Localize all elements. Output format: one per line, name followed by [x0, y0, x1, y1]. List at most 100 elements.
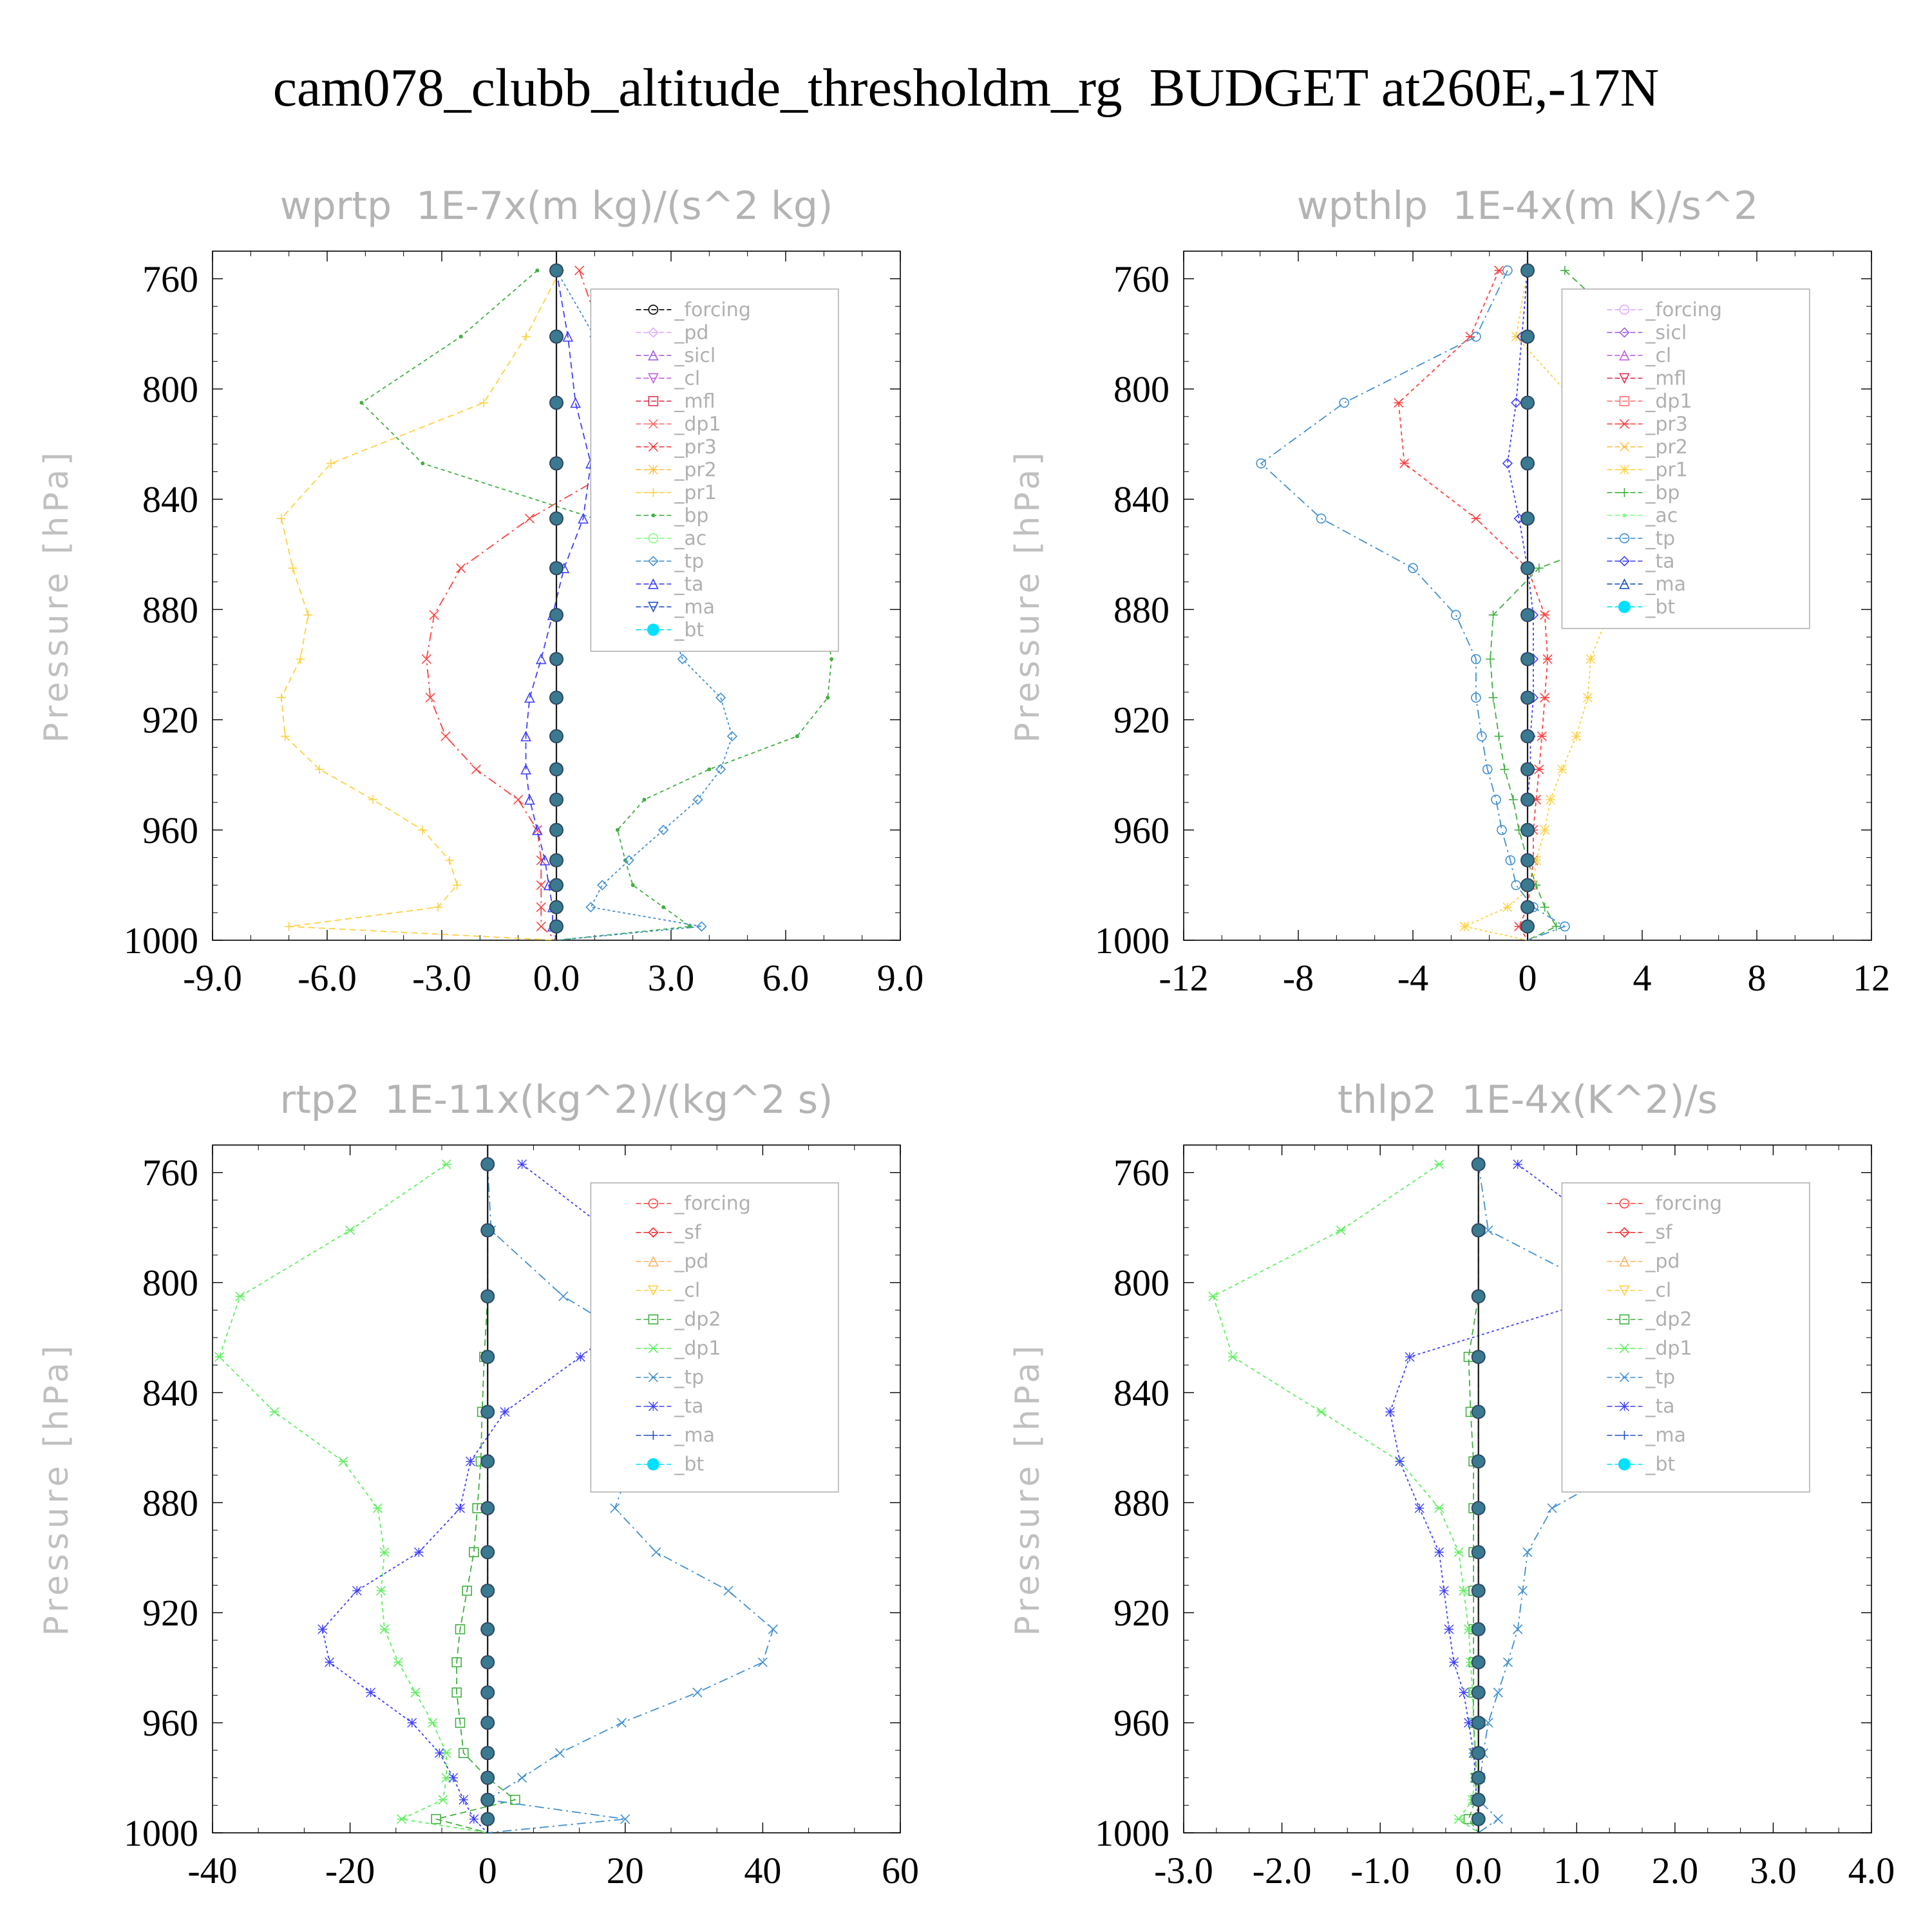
legend-label: _mfl — [1645, 367, 1686, 390]
data-point — [677, 654, 688, 665]
zero-marker — [549, 511, 564, 526]
data-point — [1414, 1503, 1425, 1513]
data-point — [1522, 1547, 1533, 1557]
legend-label: _dp2 — [674, 1309, 721, 1331]
y-axis-label: Pressure [hPa] — [1009, 449, 1047, 743]
y-tick-label: 760 — [142, 258, 198, 300]
zero-marker — [549, 919, 564, 934]
data-point — [1444, 1624, 1454, 1634]
y-tick-label: 800 — [142, 1262, 198, 1304]
y-tick-label: 1000 — [1095, 1812, 1170, 1854]
legend-label: _sf — [674, 1222, 702, 1244]
series-line-dp2 — [435, 1164, 516, 1833]
legend-marker — [1619, 419, 1629, 429]
data-point — [1571, 731, 1582, 741]
data-point — [1316, 513, 1327, 524]
zero-marker — [1520, 652, 1535, 667]
legend-marker — [1619, 305, 1630, 315]
data-point — [535, 268, 540, 272]
data-point — [429, 610, 439, 620]
legend-label: _dp1 — [1645, 1338, 1692, 1360]
data-point — [726, 731, 738, 742]
legend-marker — [648, 1372, 658, 1383]
plot-frame — [1183, 1144, 1872, 1833]
legend-marker — [648, 533, 659, 544]
data-point — [1511, 332, 1521, 342]
data-point — [1316, 1406, 1327, 1417]
legend-marker — [648, 1314, 659, 1325]
zero-marker — [1471, 1770, 1486, 1785]
data-point — [441, 1159, 451, 1170]
data-point — [459, 1748, 469, 1758]
data-point — [280, 732, 290, 741]
zero-marker — [549, 729, 564, 744]
data-point — [1534, 564, 1544, 573]
data-point — [1517, 1586, 1528, 1596]
data-point — [1459, 1687, 1469, 1698]
legend-marker — [648, 601, 659, 613]
legend-marker — [1619, 1401, 1629, 1412]
zero-marker — [1520, 511, 1535, 526]
data-point — [284, 922, 294, 931]
data-point — [379, 1547, 390, 1557]
data-point — [620, 1814, 630, 1824]
data-point — [421, 654, 431, 665]
zero-marker — [1520, 822, 1535, 837]
zero-marker — [480, 1655, 495, 1670]
y-tick-label: 880 — [142, 589, 198, 630]
legend-marker — [1620, 488, 1629, 497]
x-tick-label: -40 — [187, 1850, 237, 1891]
data-point — [1405, 1352, 1415, 1362]
zero-marker — [549, 395, 564, 410]
zero-marker — [1520, 900, 1535, 914]
zero-marker — [1520, 853, 1535, 867]
legend-marker — [647, 623, 659, 636]
panel-title: rtp2 1E-11x(kg^2)/(kg^2 s) — [280, 1077, 833, 1122]
data-point — [723, 1586, 734, 1596]
data-point — [1227, 1352, 1238, 1362]
zero-marker — [1471, 1545, 1486, 1560]
zero-marker — [1520, 607, 1535, 622]
legend-label: _pd — [674, 321, 708, 344]
legend-marker — [648, 1401, 658, 1412]
data-point — [1511, 880, 1521, 891]
legend-marker — [648, 327, 659, 338]
y-tick-label: 760 — [1113, 1152, 1170, 1194]
data-point — [513, 795, 524, 805]
legend-label: _pr3 — [674, 436, 716, 459]
data-point — [315, 764, 325, 774]
zero-marker — [549, 456, 564, 471]
data-point — [214, 1352, 225, 1362]
zero-marker — [1471, 1223, 1486, 1238]
data-point — [1494, 732, 1504, 741]
legend-marker — [1619, 442, 1629, 452]
y-tick-label: 960 — [1113, 1702, 1170, 1744]
data-point — [1471, 331, 1481, 342]
data-point — [554, 1748, 565, 1758]
data-point — [520, 763, 531, 775]
data-point — [578, 513, 589, 524]
data-point — [451, 1657, 462, 1667]
data-point — [338, 1456, 348, 1466]
data-point — [1560, 921, 1570, 932]
x-tick-label: 2.0 — [1652, 1850, 1699, 1891]
data-point — [379, 1624, 390, 1634]
x-tick-label: 0 — [1519, 957, 1537, 999]
data-point — [520, 730, 531, 742]
data-point — [661, 905, 666, 909]
legend-marker — [1619, 1372, 1629, 1383]
legend-marker — [648, 578, 659, 589]
legend-label: _ta — [674, 573, 703, 596]
data-point — [455, 1624, 466, 1634]
data-point — [715, 764, 726, 775]
chart-panel-1: wprtp 1E-7x(m kg)/(s^2 kg) Pressure [hPa]… — [37, 184, 923, 999]
legend-label: _pr3 — [1645, 413, 1687, 435]
legend-marker — [1619, 327, 1630, 338]
chart-panel-4: thlp2 1E-4x(K^2)/s Pressure [hPa] -3.0 -2.0… — [1009, 1077, 1895, 1891]
x-tick-label: -3.0 — [412, 957, 471, 999]
data-point — [1540, 692, 1550, 703]
zero-marker — [1520, 762, 1535, 777]
data-point — [829, 657, 834, 661]
y-tick-label: 960 — [1113, 810, 1170, 851]
